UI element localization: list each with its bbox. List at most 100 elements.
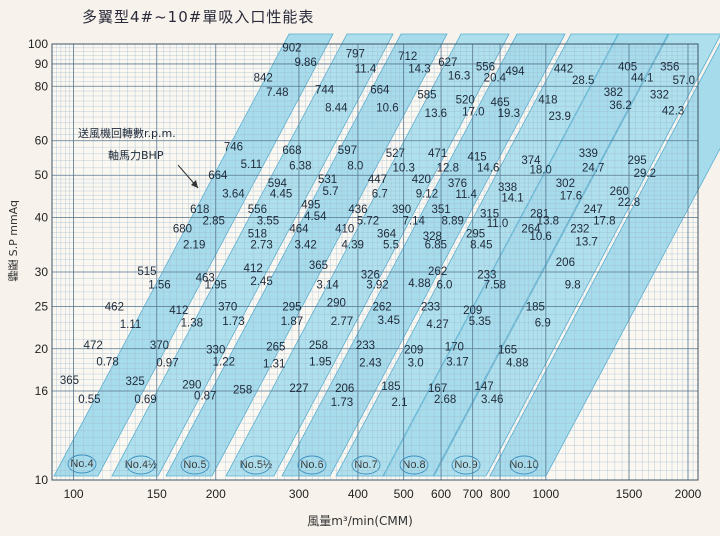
rpm-value: 405	[618, 61, 637, 73]
rpm-value: 167	[428, 383, 447, 395]
rpm-value: 365	[309, 260, 328, 272]
rpm-value: 585	[417, 89, 436, 101]
rpm-value: 185	[526, 301, 545, 313]
legend-bhp-label: 軸馬力BHP	[108, 148, 164, 162]
rpm-value: 326	[361, 269, 380, 281]
x-tick-label: 100	[64, 487, 84, 501]
rpm-value: 332	[650, 89, 669, 101]
axis-ticks: 100 150 200 300 400 500 600 700 800 1000 1500 2000 1…	[28, 37, 702, 501]
rpm-values: 902 797 712 627 556 494 442 405 356 842 744 664 585 5…	[60, 43, 679, 397]
y-tick-label: 80	[35, 79, 49, 93]
rpm-value: 302	[556, 178, 575, 190]
x-tick-label: 700	[463, 487, 483, 501]
rpm-value: 680	[173, 223, 192, 235]
bhp-value: 3.46	[481, 394, 503, 406]
rpm-value: 472	[84, 340, 103, 352]
bhp-value: 4.27	[426, 319, 448, 331]
rpm-value: 209	[404, 345, 423, 357]
rpm-value: 165	[498, 345, 517, 357]
rpm-value: 594	[268, 178, 288, 190]
bhp-value: 1.73	[222, 316, 244, 328]
bhp-value: 9.86	[294, 57, 316, 69]
rpm-value: 339	[579, 148, 598, 160]
rpm-value: 462	[105, 301, 124, 313]
bhp-value: 0.78	[96, 357, 118, 369]
rpm-value: 227	[289, 383, 308, 395]
bhp-value: 3.55	[257, 216, 279, 228]
rpm-value: 290	[182, 380, 201, 392]
rpm-value: 436	[348, 204, 367, 216]
legend: 送風機回轉數r.p.m. 軸馬力BHP	[78, 126, 199, 189]
y-tick-label: 60	[35, 134, 49, 148]
band-label-8: No.9	[454, 459, 477, 471]
bhp-value: 18.0	[529, 164, 551, 176]
bhp-value: 14.1	[501, 193, 523, 205]
bhp-value: 3.17	[446, 357, 468, 369]
rpm-value: 447	[368, 174, 387, 186]
rpm-value: 265	[266, 342, 285, 354]
fan-band-3	[165, 33, 448, 477]
bhp-value: 3.14	[316, 279, 339, 291]
rpm-value: 356	[660, 61, 679, 73]
legend-rpm-label: 送風機回轉數r.p.m.	[78, 126, 176, 140]
bhp-value: 22.8	[618, 197, 640, 209]
rpm-value: 262	[372, 301, 391, 313]
rpm-value: 364	[377, 228, 397, 240]
rpm-value: 325	[126, 376, 145, 388]
bhp-value: 6.9	[535, 317, 551, 329]
band-label-9: No.10	[509, 459, 538, 471]
bhp-value: 11.0	[487, 218, 509, 230]
fan-band-4	[225, 33, 510, 477]
bhp-value: 1.56	[148, 279, 170, 291]
band-label-2: No.4½	[125, 459, 157, 471]
bhp-value: 1.87	[281, 316, 303, 328]
bhp-value: 20.4	[484, 73, 507, 85]
rpm-value: 233	[477, 269, 496, 281]
bhp-value: 44.1	[631, 73, 653, 85]
bhp-value: 3.45	[378, 315, 400, 327]
fan-size-bands: No.4 No.4½ No.5 No.5½ No.6 No.7 No.8 No.9 No.10	[53, 33, 720, 477]
rpm-value: 797	[346, 49, 365, 61]
band-label-1: No.4	[70, 458, 93, 470]
rpm-value: 520	[456, 95, 475, 107]
x-tick-label: 800	[490, 487, 510, 501]
bhp-value: 8.0	[347, 161, 363, 173]
rpm-value: 206	[556, 257, 575, 269]
rpm-value: 390	[392, 204, 411, 216]
rpm-value: 597	[338, 145, 357, 157]
bhp-value: 2.43	[359, 358, 381, 370]
rpm-value: 315	[480, 209, 499, 221]
rpm-value: 382	[604, 87, 623, 99]
bhp-value: 16.3	[448, 70, 470, 82]
bhp-value: 24.7	[582, 162, 604, 174]
bhp-value: 1.22	[213, 357, 235, 369]
grid-lines	[51, 43, 699, 481]
bhp-value: 1.95	[309, 357, 331, 369]
rpm-value: 664	[370, 84, 390, 96]
rpm-value: 185	[381, 381, 400, 393]
bhp-value: 6.85	[425, 239, 447, 251]
rpm-value: 233	[356, 340, 375, 352]
rpm-value: 209	[463, 305, 482, 317]
rpm-value: 264	[521, 223, 541, 235]
bhp-value: 6.38	[289, 161, 311, 173]
band-label-7: No.8	[402, 459, 425, 471]
rpm-value: 338	[498, 182, 517, 194]
band-marker-1	[67, 454, 97, 474]
rpm-value: 556	[248, 204, 267, 216]
bhp-value: 17.0	[462, 107, 484, 119]
bhp-value: 0.87	[194, 390, 216, 402]
rpm-value: 712	[398, 51, 417, 63]
y-tick-label: 25	[35, 299, 49, 313]
bhp-value: 36.2	[609, 100, 631, 112]
x-tick-label: 1500	[616, 487, 643, 501]
rpm-value: 471	[428, 148, 447, 160]
bhp-value: 0.97	[156, 358, 178, 370]
bhp-value: 7.48	[266, 87, 288, 99]
rpm-value: 258	[309, 340, 328, 352]
rpm-value: 746	[224, 141, 243, 153]
y-tick-label: 20	[35, 342, 49, 356]
rpm-value: 365	[60, 375, 79, 387]
rpm-value: 494	[505, 66, 525, 78]
